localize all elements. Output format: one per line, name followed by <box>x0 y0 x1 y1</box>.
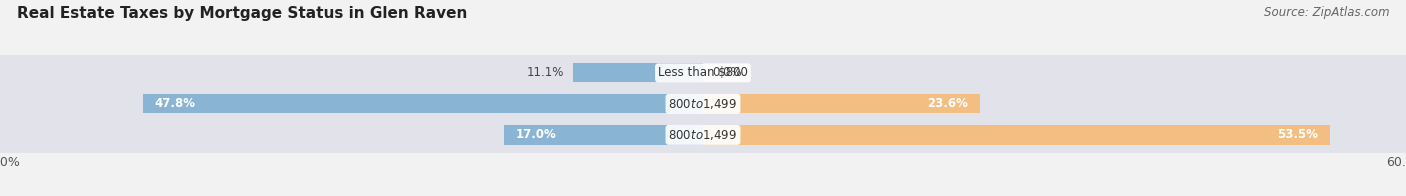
Bar <box>703 94 980 113</box>
Text: 17.0%: 17.0% <box>516 128 557 141</box>
Text: 11.1%: 11.1% <box>526 66 564 79</box>
Text: 47.8%: 47.8% <box>155 97 195 110</box>
FancyBboxPatch shape <box>0 76 1406 132</box>
Text: Source: ZipAtlas.com: Source: ZipAtlas.com <box>1264 6 1389 19</box>
Text: Real Estate Taxes by Mortgage Status in Glen Raven: Real Estate Taxes by Mortgage Status in … <box>17 6 467 21</box>
Bar <box>143 94 703 113</box>
Text: 23.6%: 23.6% <box>927 97 967 110</box>
Text: 0.0%: 0.0% <box>713 66 742 79</box>
FancyBboxPatch shape <box>0 45 1406 101</box>
Bar <box>703 125 1330 144</box>
Text: $800 to $1,499: $800 to $1,499 <box>668 128 738 142</box>
Bar <box>503 125 703 144</box>
Text: $800 to $1,499: $800 to $1,499 <box>668 97 738 111</box>
Text: 53.5%: 53.5% <box>1277 128 1319 141</box>
Bar <box>574 63 703 83</box>
FancyBboxPatch shape <box>0 107 1406 163</box>
Legend: Without Mortgage, With Mortgage: Without Mortgage, With Mortgage <box>568 194 838 196</box>
Text: Less than $800: Less than $800 <box>658 66 748 79</box>
